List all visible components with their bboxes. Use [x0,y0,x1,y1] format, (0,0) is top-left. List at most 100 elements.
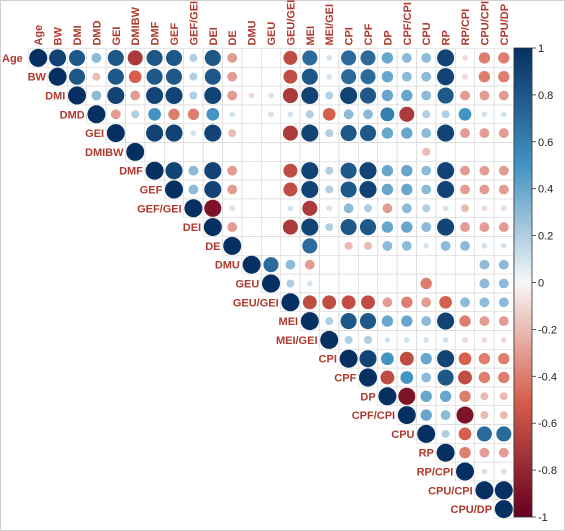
col-label-gei: GEI [111,27,123,46]
corr-circle-dei-cpu [421,222,432,233]
corr-circle-geu-gei-mei-gei [322,295,337,310]
corr-circle-mei-gei-rp [442,337,449,343]
corr-circle-cpu-rp-cpi [458,427,472,441]
corr-circle-age-mei-gei [326,55,333,61]
colorbar-ticks: 1 0.8 0.6 0.4 0.2 0 -0.2 -0.4 -0.6 -0.8 -1 [532,43,557,524]
corr-circle-mei-cpf-cpi [401,315,413,327]
corr-circle-gef-de [227,184,238,195]
corr-circle-gef-mei [301,180,319,199]
row-label-dp: DP [360,391,375,403]
col-label-rp-cpi: RP/CPI [460,9,472,46]
corr-circle-dmf-de [227,165,238,176]
corr-circle-dmd-gef [168,108,180,120]
colorbar-tick-label: -1 [538,512,548,524]
corr-circle-dei-dp [381,221,394,233]
corr-circle-dei-de [227,222,238,233]
corr-circle-gei-gef [165,124,183,142]
grid-cell [319,142,340,162]
corr-circle-mei-cpu [421,316,432,327]
corr-circle-bw-cpu [421,71,432,82]
col-label-bw: BW [53,27,65,46]
corr-circle-rp-cpi-cpu-cpi [481,468,488,475]
row-label-mei: MEI [279,316,299,328]
colorbar-gradient [513,47,533,518]
corr-circle-dp-rp [439,390,452,402]
corr-circle-gei-mei [301,124,319,142]
corr-circle-dmd-rp [441,110,450,119]
corr-circle-geu-gei-cpu [421,297,432,308]
corr-circle-de-cpu-cpi [481,243,488,249]
grid-cell [396,255,417,275]
col-label-cpf-cpi: CPF/CPI [402,2,414,45]
corr-circle-gei-dmf [146,124,164,142]
corr-circle-dmu-cpu-cpi [479,259,490,270]
grid-cell [241,161,262,181]
corr-circle-dmibw-dmibw [126,142,145,161]
row-label-dmibw: DMIBW [85,147,124,159]
corr-circle-dmi-rp [437,87,454,104]
corr-circle-de-de [223,236,242,255]
corr-circle-dmd-cpf-cpi [399,106,415,122]
corr-circle-dmf-cpf-cpi [401,165,413,177]
colorbar-tick-label: 0.6 [538,137,553,149]
corr-circle-dmi-cpf-cpi [401,89,413,102]
col-label-mei: MEI [305,26,317,46]
grid-cell [454,273,475,294]
corr-circle-gei-cpu-cpi [479,128,490,139]
colorbar-tick-label: 1 [538,43,544,55]
corr-circle-dmf-rp-cpi [460,165,470,176]
corr-circle-dmi-cpi [340,86,358,105]
corr-circle-mei-cpu-cpi [479,316,490,327]
grid-cell [280,142,301,162]
corr-circle-gef-gei-cpu [422,204,431,213]
corr-circle-bw-dmf [146,68,163,85]
corr-circle-de-cpu [423,243,430,249]
corr-circle-gef-rp [437,180,455,199]
corr-circle-dmi-de [227,90,238,101]
grid-cell [357,255,378,275]
corr-circle-mei-gei-dp [384,337,391,343]
col-label-dmibw: DMIBW [130,6,142,45]
grid-cell [435,273,456,294]
col-label-dmi: DMI [72,25,84,45]
corr-circle-geu-gei-rp-cpi [460,297,470,308]
corr-circle-cpu-cpi-cpu-cpi [475,481,494,500]
grid-cell [493,499,514,519]
corr-circle-gef-gei-de [229,205,236,212]
corr-circle-dmd-geu-gei [287,111,294,118]
grid-cell [260,217,281,237]
corr-circle-geu-gei-cpi [341,295,356,310]
corr-circle-cpu-dp-cpu-dp [494,500,513,519]
corr-circle-gei-cpf-cpi [401,127,413,139]
corr-circle-dmi-cpu [421,90,432,101]
corr-circle-cpu-cpu-dp [496,426,512,442]
col-label-dmu: DMU [247,20,259,45]
corr-circle-gef-cpu [421,184,432,195]
corr-circle-bw-rp-cpi [462,73,468,80]
corr-circle-dmu-dmu [242,255,261,274]
corr-circle-bw-bw [48,67,67,86]
col-label-cpu-cpi: CPU/CPI [479,1,491,46]
col-label-age: Age [33,25,45,46]
corr-circle-dmi-dmibw [130,90,141,101]
corr-circle-dmd-cpi [343,109,354,120]
corr-circle-dmd-cpu-dp [500,111,507,118]
corr-circle-cpu-cpu [417,424,436,443]
corr-circle-dmd-de [229,111,236,118]
corr-circle-dmf-cpu [421,165,432,176]
grid-cell [260,123,281,143]
grid-cell [319,236,340,256]
corr-circle-gef-gei-mei [302,200,318,216]
corr-circle-dmf-dei [204,162,222,180]
corr-circle-gei-rp [437,124,455,142]
corr-circle-gef-gei-cpf-cpi [401,203,412,214]
corr-circle-age-dp [381,52,394,64]
corr-circle-de-cpu-dp [500,243,507,249]
corr-circle-geu-cpu [420,277,432,290]
corr-circle-bw-dmd [92,72,101,81]
corr-circle-cpf-cpi-cpu-dp [499,411,508,420]
grid-cell [260,48,281,68]
corr-circle-cpi-cpu-cpi [478,353,491,365]
corr-circle-cpf-rp-cpi [458,370,472,385]
grid-cell [493,142,514,162]
